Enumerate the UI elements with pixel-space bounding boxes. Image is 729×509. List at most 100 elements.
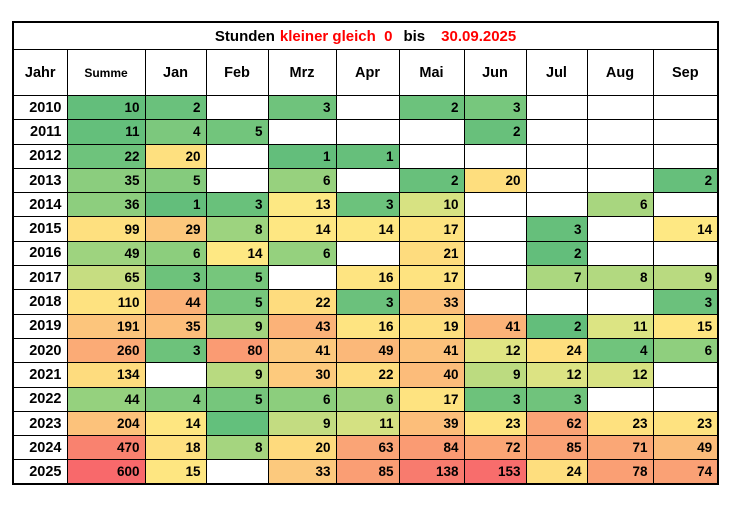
value-cell-2014-jul[interactable] bbox=[525, 192, 588, 218]
value-cell-2012-feb[interactable] bbox=[205, 143, 269, 169]
year-cell-2021[interactable]: 2021 bbox=[12, 362, 68, 388]
value-cell-2022-aug[interactable] bbox=[586, 386, 654, 412]
value-cell-2019-jun[interactable]: 41 bbox=[463, 313, 527, 339]
value-cell-2020-feb[interactable]: 80 bbox=[205, 337, 269, 364]
value-cell-2013-summe[interactable]: 35 bbox=[66, 167, 146, 194]
value-cell-2021-feb[interactable]: 9 bbox=[205, 362, 269, 388]
column-header-mrz[interactable]: Mrz bbox=[267, 49, 337, 96]
value-cell-2013-sep[interactable]: 2 bbox=[652, 167, 719, 194]
value-cell-2014-summe[interactable]: 36 bbox=[66, 192, 146, 218]
value-cell-2023-mrz[interactable]: 9 bbox=[267, 410, 337, 437]
value-cell-2018-mrz[interactable]: 22 bbox=[267, 289, 337, 315]
column-header-mai[interactable]: Mai bbox=[398, 49, 465, 96]
value-cell-2011-mrz[interactable] bbox=[267, 119, 337, 145]
value-cell-2019-mrz[interactable]: 43 bbox=[267, 313, 337, 339]
value-cell-2020-jul[interactable]: 24 bbox=[525, 337, 588, 364]
value-cell-2022-jun[interactable]: 3 bbox=[463, 386, 527, 412]
value-cell-2024-aug[interactable]: 71 bbox=[586, 435, 654, 461]
year-cell-2025[interactable]: 2025 bbox=[12, 459, 68, 485]
value-cell-2018-jan[interactable]: 44 bbox=[144, 289, 207, 315]
year-cell-2014[interactable]: 2014 bbox=[12, 192, 68, 218]
value-cell-2019-aug[interactable]: 11 bbox=[586, 313, 654, 339]
value-cell-2021-mai[interactable]: 40 bbox=[398, 362, 465, 388]
value-cell-2021-aug[interactable]: 12 bbox=[586, 362, 654, 388]
value-cell-2021-jun[interactable]: 9 bbox=[463, 362, 527, 388]
value-cell-2013-aug[interactable] bbox=[586, 167, 654, 194]
value-cell-2013-apr[interactable] bbox=[335, 167, 400, 194]
value-cell-2017-feb[interactable]: 5 bbox=[205, 265, 269, 291]
value-cell-2013-jan[interactable]: 5 bbox=[144, 167, 207, 194]
value-cell-2010-aug[interactable] bbox=[586, 94, 654, 121]
value-cell-2020-mai[interactable]: 41 bbox=[398, 337, 465, 364]
value-cell-2016-summe[interactable]: 49 bbox=[66, 240, 146, 267]
value-cell-2011-jul[interactable] bbox=[525, 119, 588, 145]
value-cell-2016-jan[interactable]: 6 bbox=[144, 240, 207, 267]
value-cell-2024-jul[interactable]: 85 bbox=[525, 435, 588, 461]
value-cell-2025-apr[interactable]: 85 bbox=[335, 459, 400, 485]
value-cell-2018-jun[interactable] bbox=[463, 289, 527, 315]
year-cell-2022[interactable]: 2022 bbox=[12, 386, 68, 412]
value-cell-2023-mai[interactable]: 39 bbox=[398, 410, 465, 437]
value-cell-2014-apr[interactable]: 3 bbox=[335, 192, 400, 218]
value-cell-2014-sep[interactable] bbox=[652, 192, 719, 218]
value-cell-2016-jul[interactable]: 2 bbox=[525, 240, 588, 267]
value-cell-2020-sep[interactable]: 6 bbox=[652, 337, 719, 364]
value-cell-2011-jun[interactable]: 2 bbox=[463, 119, 527, 145]
value-cell-2010-feb[interactable] bbox=[205, 94, 269, 121]
value-cell-2019-apr[interactable]: 16 bbox=[335, 313, 400, 339]
value-cell-2017-jun[interactable] bbox=[463, 265, 527, 291]
value-cell-2022-jan[interactable]: 4 bbox=[144, 386, 207, 412]
value-cell-2011-apr[interactable] bbox=[335, 119, 400, 145]
value-cell-2014-jan[interactable]: 1 bbox=[144, 192, 207, 218]
year-cell-2024[interactable]: 2024 bbox=[12, 435, 68, 461]
value-cell-2013-jul[interactable] bbox=[525, 167, 588, 194]
value-cell-2018-mai[interactable]: 33 bbox=[398, 289, 465, 315]
value-cell-2023-jan[interactable]: 14 bbox=[144, 410, 207, 437]
value-cell-2025-feb[interactable] bbox=[205, 459, 269, 485]
year-cell-2017[interactable]: 2017 bbox=[12, 265, 68, 291]
value-cell-2023-apr[interactable]: 11 bbox=[335, 410, 400, 437]
value-cell-2020-jun[interactable]: 12 bbox=[463, 337, 527, 364]
value-cell-2021-summe[interactable]: 134 bbox=[66, 362, 146, 388]
column-header-jahr[interactable]: Jahr bbox=[12, 49, 68, 96]
value-cell-2019-jan[interactable]: 35 bbox=[144, 313, 207, 339]
value-cell-2025-mrz[interactable]: 33 bbox=[267, 459, 337, 485]
value-cell-2014-feb[interactable]: 3 bbox=[205, 192, 269, 218]
value-cell-2010-jun[interactable]: 3 bbox=[463, 94, 527, 121]
value-cell-2017-apr[interactable]: 16 bbox=[335, 265, 400, 291]
value-cell-2024-jan[interactable]: 18 bbox=[144, 435, 207, 461]
value-cell-2011-feb[interactable]: 5 bbox=[205, 119, 269, 145]
year-cell-2011[interactable]: 2011 bbox=[12, 119, 68, 145]
value-cell-2020-apr[interactable]: 49 bbox=[335, 337, 400, 364]
column-header-summe[interactable]: Summe bbox=[66, 49, 146, 96]
value-cell-2022-apr[interactable]: 6 bbox=[335, 386, 400, 412]
column-header-jun[interactable]: Jun bbox=[463, 49, 527, 96]
value-cell-2013-mrz[interactable]: 6 bbox=[267, 167, 337, 194]
value-cell-2011-mai[interactable] bbox=[398, 119, 465, 145]
value-cell-2018-summe[interactable]: 110 bbox=[66, 289, 146, 315]
value-cell-2012-summe[interactable]: 22 bbox=[66, 143, 146, 169]
value-cell-2019-feb[interactable]: 9 bbox=[205, 313, 269, 339]
value-cell-2020-aug[interactable]: 4 bbox=[586, 337, 654, 364]
value-cell-2021-jan[interactable] bbox=[144, 362, 207, 388]
value-cell-2012-mrz[interactable]: 1 bbox=[267, 143, 337, 169]
value-cell-2024-mai[interactable]: 84 bbox=[398, 435, 465, 461]
value-cell-2022-jul[interactable]: 3 bbox=[525, 386, 588, 412]
value-cell-2023-jun[interactable]: 23 bbox=[463, 410, 527, 437]
value-cell-2023-sep[interactable]: 23 bbox=[652, 410, 719, 437]
value-cell-2012-mai[interactable] bbox=[398, 143, 465, 169]
value-cell-2016-feb[interactable]: 14 bbox=[205, 240, 269, 267]
value-cell-2017-mai[interactable]: 17 bbox=[398, 265, 465, 291]
value-cell-2022-mrz[interactable]: 6 bbox=[267, 386, 337, 412]
value-cell-2011-sep[interactable] bbox=[652, 119, 719, 145]
value-cell-2010-jan[interactable]: 2 bbox=[144, 94, 207, 121]
value-cell-2012-jun[interactable] bbox=[463, 143, 527, 169]
value-cell-2016-jun[interactable] bbox=[463, 240, 527, 267]
column-header-jan[interactable]: Jan bbox=[144, 49, 207, 96]
value-cell-2013-feb[interactable] bbox=[205, 167, 269, 194]
value-cell-2024-sep[interactable]: 49 bbox=[652, 435, 719, 461]
value-cell-2012-sep[interactable] bbox=[652, 143, 719, 169]
value-cell-2024-jun[interactable]: 72 bbox=[463, 435, 527, 461]
value-cell-2012-aug[interactable] bbox=[586, 143, 654, 169]
value-cell-2019-sep[interactable]: 15 bbox=[652, 313, 719, 339]
